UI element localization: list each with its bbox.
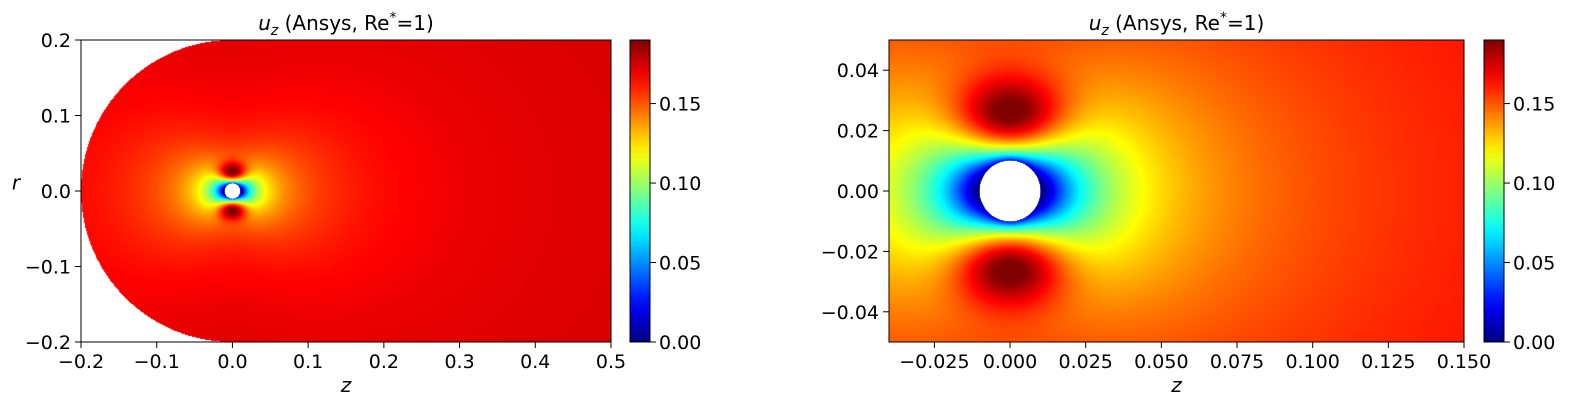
y-tick-label: 0.00 [837, 181, 879, 203]
chart-title: uz (Ansys, Re*=1) [1089, 10, 1265, 39]
chart-panel-2: −0.025 0.000 0.025 0.050 0.075 0.100 0.125 0.15… [821, 10, 1556, 397]
x-tick-label: 0.1 [293, 351, 323, 373]
y-tick-label: 0.0 [41, 181, 71, 203]
x-tick-label: −0.2 [58, 351, 104, 373]
y-tick-label: −0.04 [821, 302, 879, 324]
colorbar-tick-label: 0.15 [659, 94, 701, 116]
x-tick-label: 0.5 [596, 351, 626, 373]
heatmap-field [81, 40, 611, 342]
y-tick-label: 0.04 [837, 60, 879, 82]
sphere-obstacle [224, 183, 240, 199]
y-tick-label: 0.1 [41, 106, 71, 128]
chart-panel-1: −0.2 −0.1 0.0 0.1 0.2 0.3 0.4 0.5 −0.2 −0.1 0.0 0.1… [12, 10, 701, 397]
colorbar-gradient [629, 39, 651, 343]
colorbar: 0.00 0.05 0.10 0.15 [1483, 39, 1555, 354]
colorbar: 0.00 0.05 0.10 0.15 [629, 39, 701, 354]
x-tick-label: 0.025 [1059, 351, 1113, 373]
colorbar-tick-label: 0.10 [1513, 173, 1555, 195]
x-tick-label: 0.100 [1285, 351, 1339, 373]
x-tick-label: 0.2 [369, 351, 399, 373]
colorbar-tick-label: 0.05 [659, 253, 701, 275]
x-axis-label: z [1170, 373, 1182, 397]
colorbar-tick-label: 0.10 [659, 173, 701, 195]
colorbar-tick-label: 0.00 [659, 332, 701, 354]
x-tick-label: 0.3 [444, 351, 474, 373]
colorbar-tick-label: 0.15 [1513, 94, 1555, 116]
x-axis-label: z [340, 373, 352, 397]
y-tick-label: 0.02 [837, 121, 879, 143]
sphere-obstacle [979, 160, 1041, 222]
x-tick-label: 0.050 [1134, 351, 1188, 373]
x-tick-label: 0.0 [217, 351, 247, 373]
x-tick-label: 0.000 [983, 351, 1037, 373]
y-tick-label: −0.1 [25, 257, 71, 279]
x-tick-label: −0.1 [134, 351, 180, 373]
x-tick-label: −0.025 [899, 351, 969, 373]
x-tick-label: 0.075 [1210, 351, 1264, 373]
colorbar-tick-label: 0.00 [1513, 332, 1555, 354]
y-tick-label: −0.02 [821, 241, 879, 263]
x-tick-label: 0.150 [1437, 351, 1491, 373]
y-tick-label: 0.2 [41, 30, 71, 52]
colorbar-gradient [1483, 39, 1505, 343]
chart-title: uz (Ansys, Re*=1) [258, 10, 434, 39]
x-tick-label: 0.125 [1361, 351, 1415, 373]
x-tick-label: 0.4 [520, 351, 550, 373]
y-axis-label: r [12, 170, 22, 194]
colorbar-tick-label: 0.05 [1513, 253, 1555, 275]
heatmap-field [889, 40, 1464, 342]
y-tick-label: −0.2 [25, 332, 71, 354]
